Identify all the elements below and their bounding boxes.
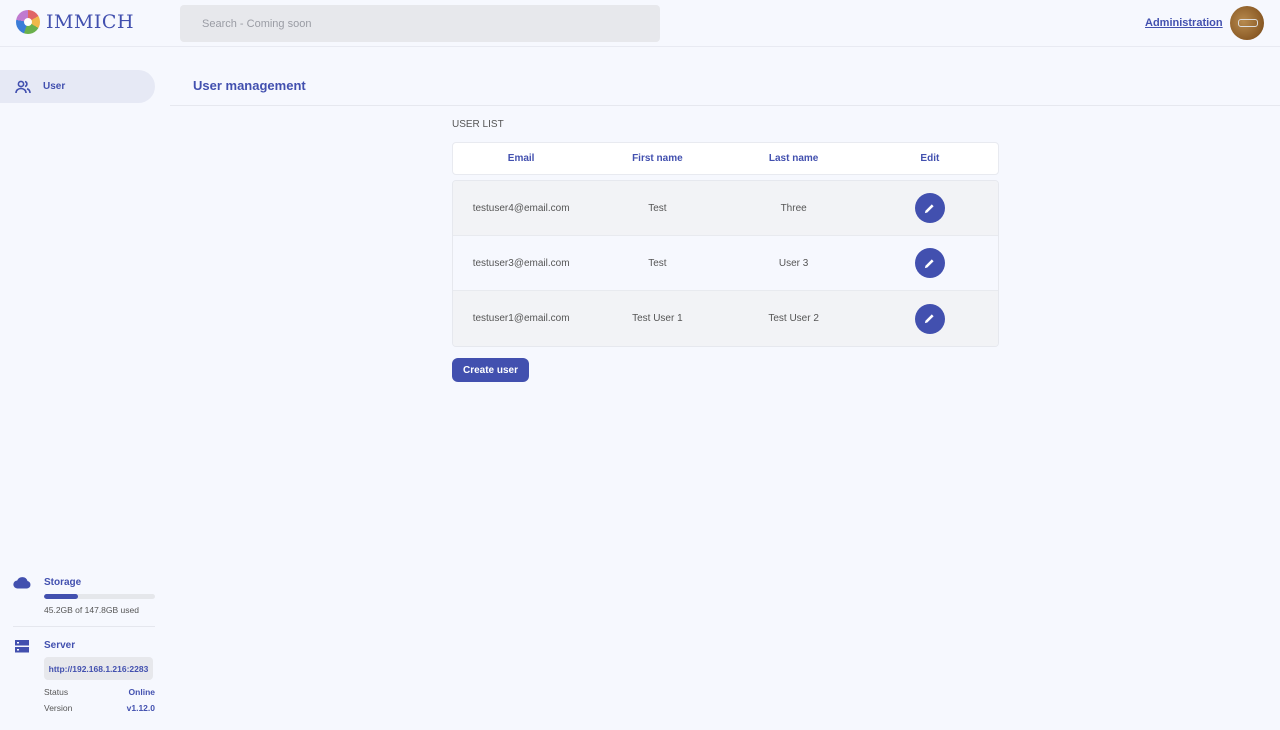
cloud-icon — [13, 577, 31, 589]
top-bar: IMMICH Administration — [0, 0, 1280, 47]
table-row: testuser4@email.com Test Three — [453, 181, 998, 236]
avatar[interactable] — [1230, 6, 1264, 40]
edit-user-button[interactable] — [914, 303, 945, 334]
divider — [170, 105, 1280, 106]
table-row: testuser1@email.com Test User 1 Test Use… — [453, 291, 998, 346]
server-status: Status Online — [44, 687, 155, 697]
sidebar-item-label: User — [43, 81, 66, 92]
logo-text: IMMICH — [46, 11, 135, 33]
first-name-cell: Test — [648, 202, 667, 214]
user-table: testuser4@email.com Test Three testuser3… — [452, 180, 999, 347]
server-icon — [15, 640, 29, 653]
last-name-cell: Three — [780, 202, 807, 214]
server-url: http://192.168.1.216:2283 — [44, 657, 153, 680]
create-user-button[interactable]: Create user — [452, 358, 529, 382]
column-header-last-name: Last name — [768, 153, 819, 164]
storage-usage-fill — [44, 594, 78, 599]
user-list-heading: USER LIST — [452, 119, 504, 130]
pencil-icon — [925, 314, 934, 324]
storage-used-text: 45.2GB of 147.8GB used — [44, 605, 139, 615]
sidebar-item-user[interactable]: User — [0, 70, 155, 103]
table-row: testuser3@email.com Test User 3 — [453, 236, 998, 291]
immich-logo-icon — [16, 10, 40, 34]
version-label: Version — [44, 703, 73, 713]
server-title: Server — [44, 640, 76, 651]
first-name-cell: Test User 1 — [632, 313, 683, 324]
first-name-cell: Test — [648, 257, 667, 269]
page-title: User management — [193, 78, 306, 93]
administration-link[interactable]: Administration — [1145, 17, 1223, 29]
storage-title: Storage — [44, 577, 82, 588]
table-header: Email First name Last name Edit — [452, 142, 999, 175]
search-input[interactable] — [180, 5, 660, 42]
edit-user-button[interactable] — [914, 193, 945, 223]
status-value: Online — [128, 687, 155, 697]
pencil-icon — [925, 258, 934, 268]
pencil-icon — [925, 203, 934, 213]
version-value: v1.12.0 — [126, 703, 155, 713]
column-header-first-name: First name — [632, 153, 683, 164]
column-header-edit: Edit — [920, 153, 940, 164]
server-version: Version v1.12.0 — [44, 703, 155, 713]
status-label: Status — [44, 687, 69, 697]
storage-usage-bar — [44, 594, 155, 599]
email-cell: testuser1@email.com — [472, 313, 570, 324]
last-name-cell: User 3 — [778, 257, 809, 269]
email-cell: testuser3@email.com — [472, 257, 570, 269]
logo[interactable]: IMMICH — [16, 10, 134, 34]
edit-user-button[interactable] — [914, 248, 945, 278]
users-icon — [15, 80, 31, 93]
column-header-email: Email — [507, 153, 535, 164]
divider — [13, 626, 155, 627]
last-name-cell: Test User 2 — [768, 313, 819, 324]
email-cell: testuser4@email.com — [472, 202, 570, 214]
